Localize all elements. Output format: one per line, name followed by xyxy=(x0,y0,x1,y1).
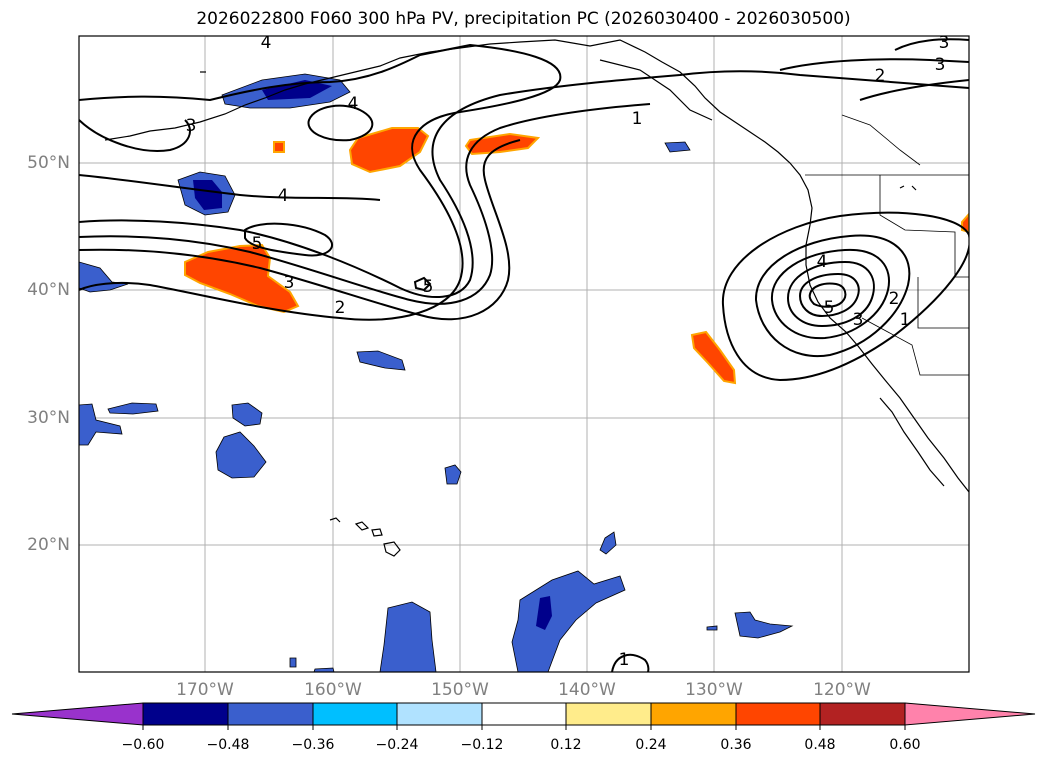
colorbar-tick-label: 0.36 xyxy=(720,737,752,753)
contour-label: 4 xyxy=(817,252,828,272)
contour-label: 3 xyxy=(284,273,295,293)
positive-precip-areas xyxy=(184,127,969,385)
colorbar-tick-label: −0.36 xyxy=(291,737,335,753)
contour-label: 3 xyxy=(186,116,197,136)
contour-label: 4 xyxy=(278,186,289,206)
colorbar-tick-label: −0.12 xyxy=(460,737,504,753)
contour-label: 4 xyxy=(348,94,359,114)
colorbar-tick-label: 0.24 xyxy=(635,737,667,753)
lon-label-140w: 140°W xyxy=(558,680,616,700)
lat-label-50n: 50°N xyxy=(27,153,70,173)
contour-label: 1 xyxy=(632,109,643,129)
colorbar-segment xyxy=(904,702,1036,726)
islands xyxy=(200,71,917,557)
pv-contours xyxy=(79,38,969,672)
lon-label-130w: 130°W xyxy=(685,680,743,700)
contour-label: 3 xyxy=(939,33,950,53)
coastlines xyxy=(104,39,969,493)
lon-label-150w: 150°W xyxy=(431,680,489,700)
colorbar-ticks xyxy=(142,725,906,730)
colorbar-segment xyxy=(565,702,652,726)
lat-label-30n: 30°N xyxy=(27,408,70,428)
contour-label: 4 xyxy=(261,33,272,53)
colorbar-segment xyxy=(650,702,737,726)
colorbar-segment xyxy=(142,702,229,726)
lon-label-170w: 170°W xyxy=(176,680,234,700)
lon-label-120w: 120°W xyxy=(813,680,871,700)
map-title: 2026022800 F060 300 hPa PV, precipitatio… xyxy=(196,9,851,29)
colorbar-tick-label: 0.48 xyxy=(804,737,836,753)
contour-label: 1 xyxy=(619,650,630,670)
contour-label: 5 xyxy=(824,298,835,318)
colorbar xyxy=(11,702,1036,726)
colorbar-tick-label: −0.60 xyxy=(121,737,165,753)
colorbar-tick-label: −0.24 xyxy=(375,737,419,753)
lon-label-160w: 160°W xyxy=(304,680,362,700)
colorbar-tick-label: 0.60 xyxy=(889,737,921,753)
map-frame xyxy=(78,35,970,673)
lat-label-40n: 40°N xyxy=(27,280,70,300)
colorbar-segment xyxy=(396,702,483,726)
colorbar-segment xyxy=(819,702,906,726)
contour-label: 1 xyxy=(900,310,911,330)
colorbar-segment xyxy=(735,702,821,726)
contour-label: 3 xyxy=(935,55,946,75)
lat-label-20n: 20°N xyxy=(27,535,70,555)
contour-labels: 4 3 2 1 4 3 4 5 3 2 5 4 5 3 2 1 3 1 xyxy=(186,33,950,670)
contour-label: 2 xyxy=(875,66,886,86)
negative-precip-cores xyxy=(193,80,552,630)
colorbar-segment xyxy=(481,702,567,726)
colorbar-segment xyxy=(312,702,398,726)
contour-label: 5 xyxy=(423,277,434,297)
borders xyxy=(805,114,969,376)
negative-precip-areas xyxy=(79,73,794,672)
contour-label: 5 xyxy=(252,234,263,254)
colorbar-tick-label: 0.12 xyxy=(550,737,582,753)
contour-label: 2 xyxy=(889,289,900,309)
colorbar-segment xyxy=(11,702,144,726)
colorbar-tick-label: −0.48 xyxy=(206,737,250,753)
contour-label: 3 xyxy=(853,310,864,330)
contour-label: 2 xyxy=(335,298,346,318)
colorbar-segment xyxy=(227,702,314,726)
